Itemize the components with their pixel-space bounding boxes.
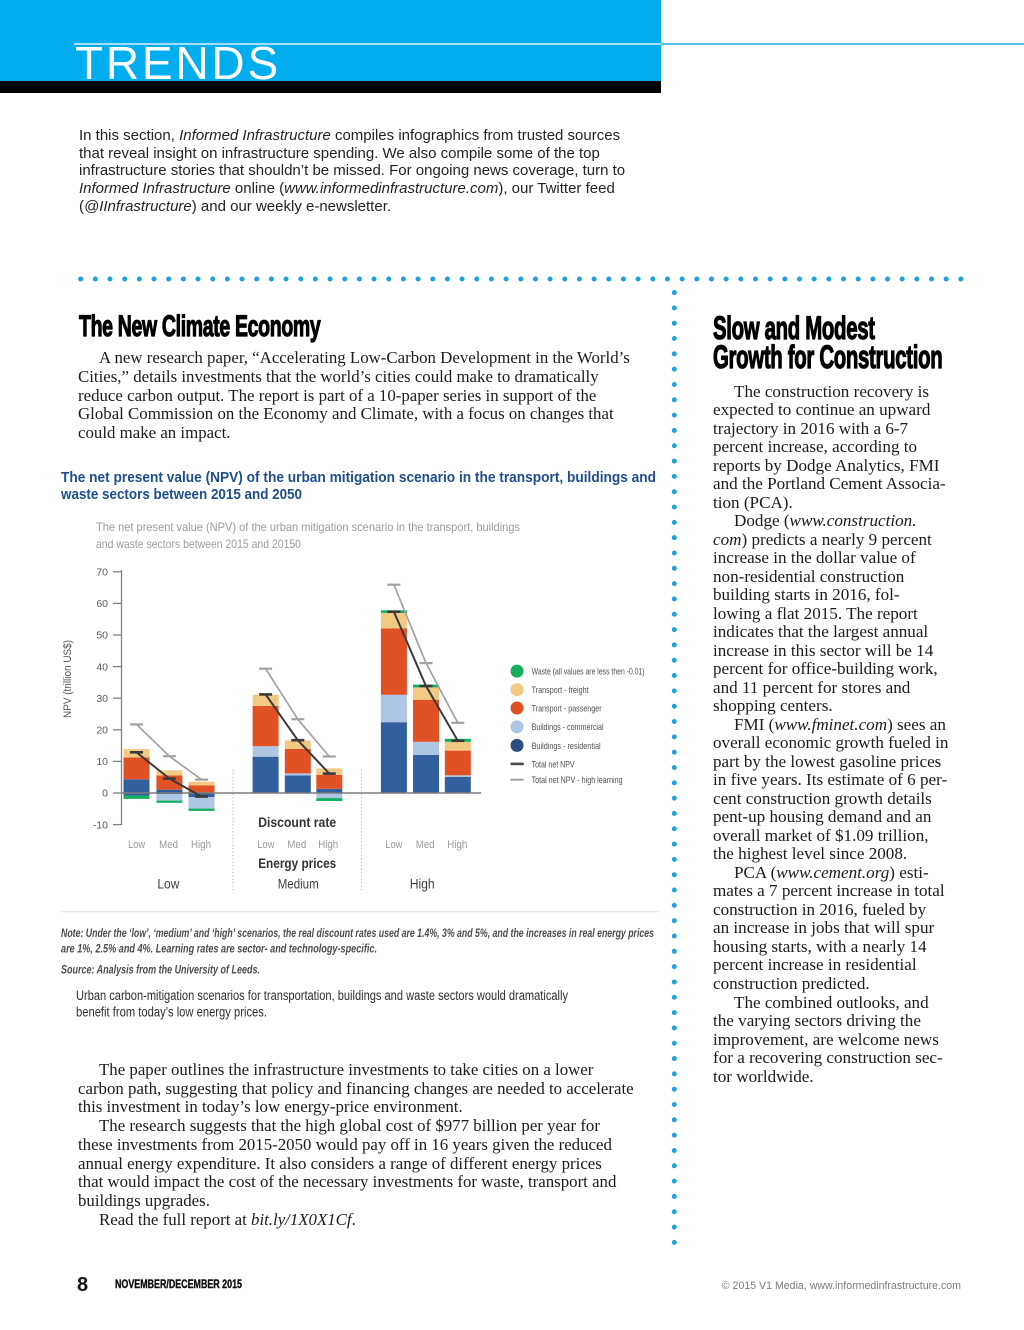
svg-text:Low: Low bbox=[385, 839, 402, 851]
svg-text:Transport - freight: Transport - freight bbox=[532, 685, 589, 696]
svg-text:The net present value (NPV) of: The net present value (NPV) of the urban… bbox=[61, 469, 656, 486]
svg-text:60: 60 bbox=[96, 598, 108, 610]
svg-text:Medium: Medium bbox=[278, 877, 319, 892]
svg-text:20: 20 bbox=[96, 725, 108, 737]
svg-text:are 1%, 2.5% and 4%. Learning: are 1%, 2.5% and 4%. Learning rates are … bbox=[61, 944, 377, 956]
svg-text:Low: Low bbox=[257, 839, 274, 851]
svg-text:Med: Med bbox=[159, 839, 178, 851]
svg-text:30: 30 bbox=[96, 693, 108, 705]
svg-text:Buildings - commercial: Buildings - commercial bbox=[532, 722, 604, 733]
svg-text:Low: Low bbox=[157, 877, 179, 892]
svg-text:40: 40 bbox=[96, 661, 108, 673]
svg-text:Discount rate: Discount rate bbox=[258, 814, 336, 830]
svg-text:0: 0 bbox=[102, 788, 108, 800]
svg-text:NPV (trillion US$): NPV (trillion US$) bbox=[62, 640, 74, 718]
svg-text:Urban carbon-mitigation scenar: Urban carbon-mitigation scenarios for tr… bbox=[76, 988, 568, 1003]
svg-text:Total net NPV: Total net NPV bbox=[532, 759, 575, 770]
svg-text:Low: Low bbox=[128, 839, 145, 851]
svg-text:High: High bbox=[410, 877, 435, 892]
svg-text:Total net NPV - high learning: Total net NPV - high learning bbox=[532, 775, 623, 786]
svg-text:10: 10 bbox=[96, 756, 108, 768]
svg-text:Source: Analysis from the Univ: Source: Analysis from the University of … bbox=[61, 965, 260, 977]
svg-text:and waste sectors between 2015: and waste sectors between 2015 and 20150 bbox=[96, 537, 301, 551]
svg-text:benefit from today’s low energ: benefit from today’s low energy prices. bbox=[76, 1005, 267, 1020]
svg-text:Transport - passenger: Transport - passenger bbox=[532, 703, 602, 714]
svg-text:Waste (all values are less the: Waste (all values are less then -0.01) bbox=[532, 667, 645, 678]
svg-text:Energy prices: Energy prices bbox=[258, 855, 336, 871]
svg-text:High: High bbox=[447, 839, 467, 851]
svg-text:-10: -10 bbox=[93, 819, 108, 831]
svg-text:High: High bbox=[191, 839, 211, 851]
svg-text:70: 70 bbox=[96, 567, 108, 579]
svg-text:Note: Under the ‘low’, ‘medium: Note: Under the ‘low’, ‘medium’ and ‘hig… bbox=[61, 928, 654, 940]
svg-text:waste sectors between 2015 and: waste sectors between 2015 and 2050 bbox=[60, 486, 302, 503]
svg-text:50: 50 bbox=[96, 630, 108, 642]
svg-text:Med: Med bbox=[416, 839, 435, 851]
svg-text:Med: Med bbox=[287, 839, 306, 851]
svg-text:Buildings - residential: Buildings - residential bbox=[532, 741, 601, 752]
svg-text:The net present value (NPV) of: The net present value (NPV) of the urban… bbox=[96, 520, 520, 534]
svg-text:High: High bbox=[318, 839, 338, 851]
